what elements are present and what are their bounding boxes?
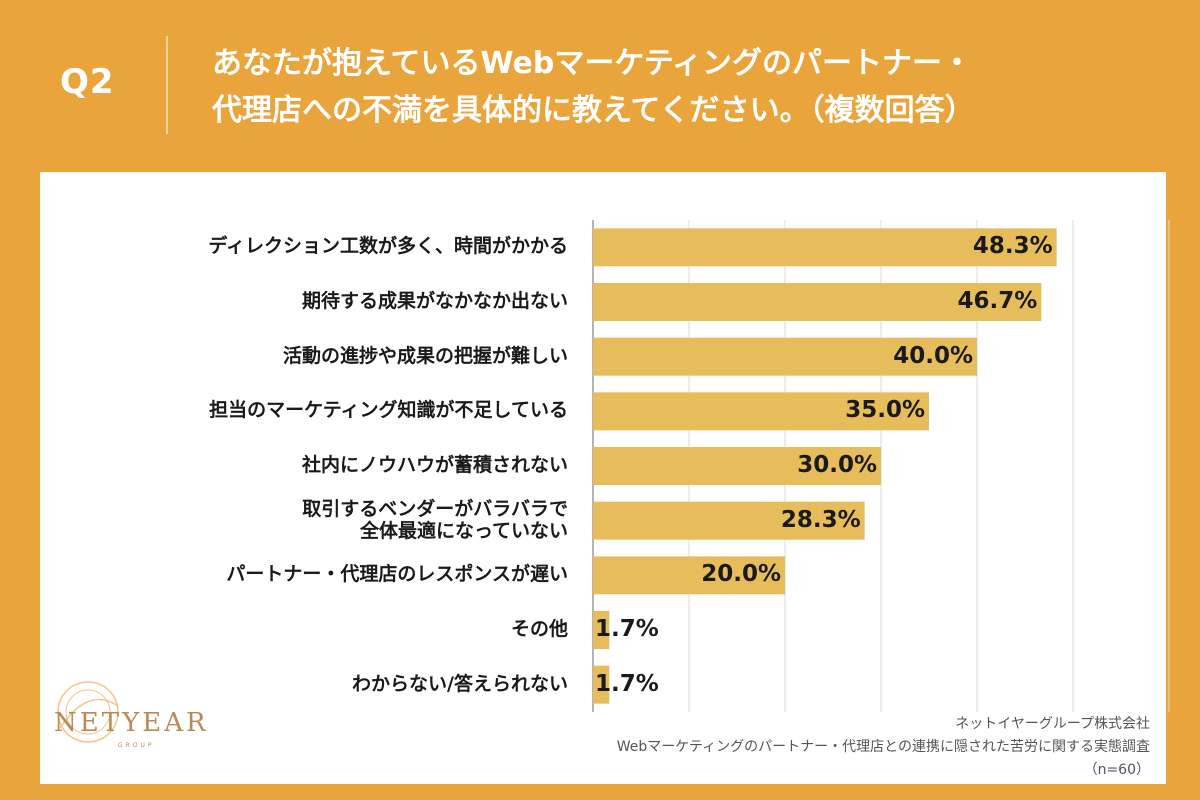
bar-4 (593, 392, 929, 431)
source-sample-size: （n=60） (1083, 762, 1150, 778)
category-label-1: ディレクション工数が多く、時間がかかる (208, 235, 568, 257)
value-label-2: 46.7% (957, 288, 1038, 314)
value-label-3: 40.0% (893, 342, 973, 369)
category-label-6: 取引するベンダーがバラバラで 全体最適になっていない (302, 498, 568, 542)
category-label-8: その他 (511, 618, 568, 640)
value-label-9: 1.7% (595, 670, 659, 697)
value-label-4: 35.0% (845, 397, 925, 424)
question-title-line-2: 代理店への不満を具体的に教えてください。（複数回答） (212, 93, 975, 128)
category-label-line: 社内にノウハウが蓄積されない (301, 454, 568, 476)
category-label-4: 担当のマーケティング知識が不足している (209, 399, 568, 421)
category-label-line: その他 (510, 618, 568, 640)
bar-5 (593, 447, 881, 485)
value-label-8: 1.7% (595, 616, 659, 642)
category-label-line: 活動の進捗や成果の把握が難しい (282, 344, 568, 367)
category-label-5: 社内にノウハウが蓄積されない (302, 454, 568, 476)
category-label-line: 期待する成果がなかなか出ない (301, 290, 568, 312)
category-label-line: わからない/答えられない (352, 672, 568, 695)
netyear-logo-icon (57, 681, 119, 743)
logo-subtext: GROUP (118, 742, 155, 749)
value-label-7: 20.0% (701, 561, 781, 588)
bar-8 (593, 611, 610, 649)
bar-6 (593, 501, 865, 540)
category-label-line: 取引するベンダーがバラバラで (302, 497, 568, 520)
bar-7 (593, 556, 785, 595)
question-header: Q2 あなたが抱えているWebマーケティングのパートナー・ 代理店への不満を具体… (0, 0, 1200, 165)
category-label-7: パートナー・代理店のレスポンスが遅い (226, 563, 568, 585)
category-label-line: 担当のマーケティング知識が不足している (209, 399, 568, 422)
bar-2 (593, 283, 1042, 321)
value-label-1: 48.3% (972, 233, 1053, 260)
category-label-line: パートナー・代理店のレスポンスが遅い (226, 563, 568, 586)
question-number: Q2 (60, 62, 115, 102)
category-label-line: 全体最適になっていない (359, 519, 568, 542)
bar-9 (593, 665, 610, 704)
bar-1 (593, 228, 1057, 267)
category-label-9: わからない/答えられない (352, 673, 568, 695)
source-company: ネットイヤーグループ株式会社 (955, 716, 1150, 732)
header-divider (166, 36, 168, 134)
bar-3 (593, 337, 977, 376)
category-label-3: 活動の進捗や成果の把握が難しい (283, 345, 568, 367)
question-title: あなたが抱えているWebマーケティングのパートナー・ 代理店への不満を具体的に教… (212, 40, 1172, 134)
category-label-line: ディレクション工数が多く、時間がかかる (208, 235, 568, 258)
value-label-6: 28.3% (780, 506, 861, 533)
value-label-5: 30.0% (797, 452, 877, 478)
question-title-line-1: あなたが抱えているWebマーケティングのパートナー・ (212, 46, 972, 81)
logo-wordmark: NETYEAR (54, 708, 209, 738)
source-survey: Webマーケティングのパートナー・代理店との連携に隠された苦労に関する実態調査 (616, 739, 1150, 755)
category-label-2: 期待する成果がなかなか出ない (302, 290, 568, 312)
